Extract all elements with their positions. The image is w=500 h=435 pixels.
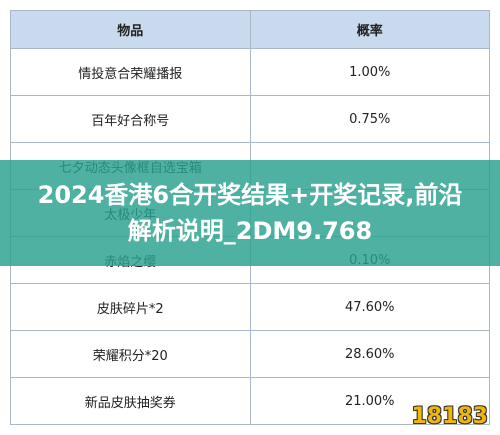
table-row: 新品皮肤抽奖券 21.00% (10, 377, 490, 425)
table-cell: 百年好合称号 (10, 95, 251, 143)
table-row: 情投意合荣耀播报 1.00% (10, 48, 490, 96)
logo: 18183 (411, 404, 488, 429)
table-cell: 情投意合荣耀播报 (10, 48, 251, 96)
table-cell: 荣耀积分*20 (10, 330, 251, 378)
table-cell: 0.75% (249, 95, 490, 143)
table-cell: 新品皮肤抽奖券 (10, 377, 251, 425)
table-row: 皮肤碎片*2 47.60% (10, 283, 490, 331)
header-cell: 物品 (10, 10, 251, 49)
table-row: 百年好合称号 0.75% (10, 95, 490, 143)
header-row: 物品 概率 (10, 10, 490, 49)
table-row: 荣耀积分*20 28.60% (10, 330, 490, 378)
table-cell: 28.60% (249, 330, 490, 378)
table-cell: 21.00% (249, 377, 490, 425)
table-cell: 47.60% (249, 283, 490, 331)
table-cell: 1.00% (249, 48, 490, 96)
table-cell: 皮肤碎片*2 (10, 283, 251, 331)
banner: 2024香港6合开奖结果+开奖记录,前沿解析说明_2DM9.768 (0, 160, 500, 266)
header-cell: 概率 (249, 10, 490, 49)
